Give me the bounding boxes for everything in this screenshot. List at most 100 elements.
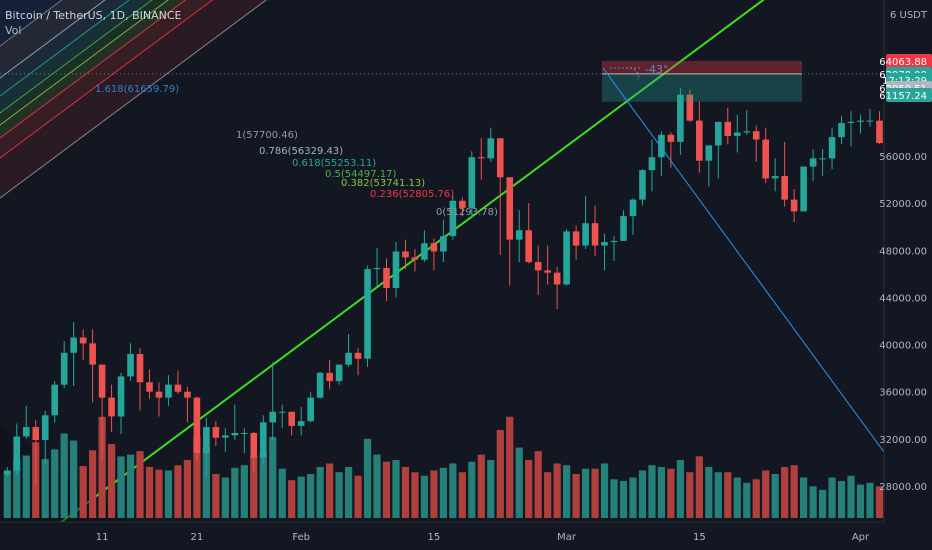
volume-bar <box>60 433 68 518</box>
candle-body <box>184 391 191 398</box>
volume-bar <box>563 465 571 518</box>
price-badge <box>886 88 932 102</box>
candle-body <box>563 231 570 285</box>
volume-bar <box>781 466 789 518</box>
fib-line <box>0 0 267 199</box>
volume-bar <box>373 454 381 518</box>
volume-bar <box>326 463 334 518</box>
volume-bar <box>525 459 533 518</box>
candle-body <box>620 216 627 241</box>
volume-bar <box>449 463 457 518</box>
time-tick-label: Apr <box>852 532 870 543</box>
candle-body <box>165 384 172 398</box>
price-badge-label: 64063.88 <box>879 57 927 68</box>
candle-body <box>203 427 210 453</box>
candle-body <box>440 236 447 252</box>
price-tick-label: 48000.00 <box>879 246 927 257</box>
volume-bar <box>714 472 722 518</box>
price-tick-label: 32000.00 <box>879 435 927 446</box>
candle-body <box>421 243 428 260</box>
fib-level-label: 0.5(54497.17) <box>325 169 397 180</box>
candle-body <box>866 120 874 122</box>
candle-body <box>515 230 523 240</box>
candle-body <box>70 337 77 353</box>
volume-bar <box>667 468 675 518</box>
volume-bar <box>354 475 362 518</box>
volume-bar <box>439 467 447 518</box>
volume-bar <box>762 470 770 518</box>
volume-bar <box>828 477 836 518</box>
candle-body <box>193 397 201 453</box>
candle-body <box>108 397 115 417</box>
candle-body <box>790 199 798 212</box>
candle-body <box>506 177 514 240</box>
candle-body <box>364 269 371 359</box>
candle-body <box>838 123 845 138</box>
candle-body <box>430 243 438 252</box>
candle-body <box>733 132 741 136</box>
volume-bar <box>411 472 419 518</box>
time-tick-label: 15 <box>693 532 706 543</box>
candle-body <box>250 432 258 458</box>
price-badge-label: 61157.24 <box>879 91 927 102</box>
volume-bar <box>638 470 647 518</box>
volume-bar <box>240 465 248 518</box>
candle-body <box>828 137 836 159</box>
fib-line <box>0 0 169 126</box>
price-tick-label: 56000.00 <box>879 152 927 163</box>
candle-body <box>155 391 163 398</box>
candle-body <box>373 267 381 270</box>
candle-body <box>762 139 769 179</box>
volume-bar <box>544 472 552 518</box>
candle-body <box>629 199 637 217</box>
volume-bar <box>136 451 144 518</box>
candle-body <box>601 242 608 246</box>
time-tick-label: 15 <box>428 532 441 543</box>
candle-body <box>468 157 476 208</box>
volume-bar <box>610 479 618 518</box>
candle-body <box>686 94 694 121</box>
volume-bar <box>752 479 760 518</box>
fib-line <box>0 0 187 139</box>
volume-bar <box>221 477 229 518</box>
candle-body <box>241 432 248 434</box>
candle-body <box>677 94 684 142</box>
position-target-zone <box>602 73 802 102</box>
fib-level-label: 0.236(52805.76) <box>370 189 454 200</box>
time-axis: 1121Feb15Mar15Apr12May17 <box>0 521 932 550</box>
candle-body <box>79 337 87 344</box>
volume-bar <box>676 459 684 518</box>
candle-body <box>553 272 561 285</box>
candle-body <box>4 470 11 475</box>
volume-bar <box>581 468 590 518</box>
candle-body <box>847 121 855 123</box>
candle-body <box>146 382 153 392</box>
symbol-title: Bitcoin / TetherUS, 1D, BINANCE <box>5 9 182 22</box>
candle-body <box>449 200 457 237</box>
volume-bar <box>344 466 353 518</box>
candle-body <box>22 427 30 437</box>
price-badge <box>886 54 932 68</box>
candle-body <box>60 352 68 385</box>
candle-body <box>667 134 675 142</box>
volume-bar <box>117 456 125 518</box>
volume-bar <box>809 486 817 518</box>
volume-bar <box>572 474 580 518</box>
fib-level-label: 0.618(55253.11) <box>292 158 376 169</box>
candle-body <box>127 354 134 377</box>
volume-bar <box>126 454 135 518</box>
candle-body <box>696 120 703 161</box>
price-tick-label: 28000.00 <box>879 482 927 493</box>
volume-bar <box>648 465 656 518</box>
volume-bar <box>193 437 201 518</box>
candle-body <box>335 364 343 382</box>
volume-bar <box>89 450 97 518</box>
price-tick-label: 40000.00 <box>879 341 927 352</box>
candle-body <box>819 158 826 160</box>
volume-bar <box>174 465 182 518</box>
volume-bar <box>800 477 808 518</box>
candle-body <box>496 138 504 178</box>
candle-body <box>478 157 485 159</box>
